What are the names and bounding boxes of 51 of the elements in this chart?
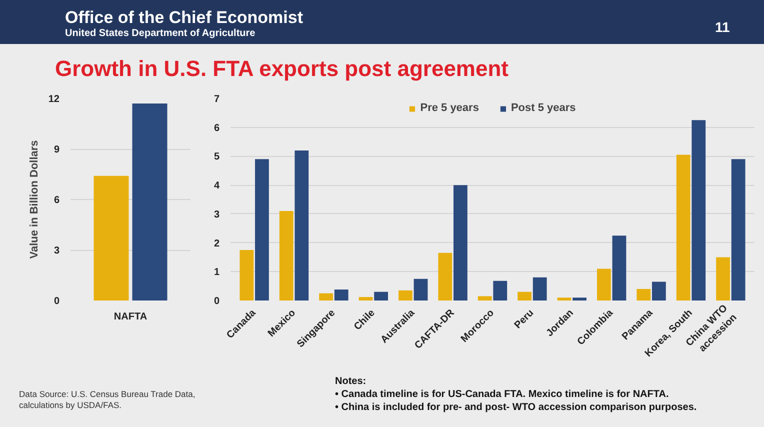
bar [319, 293, 334, 300]
bar [294, 150, 309, 300]
bar [731, 159, 746, 300]
bar [414, 278, 428, 300]
bar [612, 236, 626, 300]
bar [334, 290, 348, 300]
source-note: Data Source: U.S. Census Bureau Trade Data, calculations by USDA/FAS. [19, 389, 196, 411]
y-tick-label: 0 [54, 296, 60, 307]
bar [438, 252, 452, 300]
bar [692, 120, 706, 300]
text: 11 [715, 18, 730, 37]
bar [597, 268, 611, 300]
y-tick-label: 0 [214, 296, 220, 307]
bar [358, 297, 373, 300]
legend-label: Post 5 years [510, 102, 576, 114]
bar [572, 298, 586, 300]
text: • Canada timeline is for US-Canada FTA. Mexico timeline is for NAFTA. [335, 389, 669, 400]
y-tick-label: 2 [214, 238, 220, 250]
bar [398, 290, 412, 300]
text: • China is included for pre- and post- WTO accession comparison purposes. [335, 402, 697, 413]
text: Notes: [335, 376, 366, 387]
bar [493, 280, 508, 300]
y-tick-label: 4 [214, 180, 220, 192]
bar [255, 159, 269, 300]
bar [652, 282, 666, 300]
y-tick-label: 1 [214, 267, 220, 278]
bar [478, 296, 492, 300]
bar [279, 211, 294, 300]
bar [454, 185, 468, 300]
text: Growth in U.S. FTA exports post agreement [55, 55, 508, 83]
chart-subtitle: Office of the Chief Economist [65, 8, 304, 27]
text: United States Department of Agriculture [65, 27, 256, 41]
y-tick-label: 5 [214, 152, 220, 163]
bar [374, 292, 388, 300]
bar [518, 292, 532, 300]
y-tick-label: 12 [48, 94, 60, 105]
y-tick-label: 3 [54, 246, 60, 256]
x-tick-label: NAFTA [114, 312, 148, 322]
y-tick-label: 7 [214, 94, 220, 105]
y-tick-label: 6 [54, 195, 60, 206]
bar [240, 250, 254, 300]
legend-label: Pre 5 years [420, 102, 479, 114]
bar [676, 154, 690, 300]
y-tick-label: 9 [54, 144, 60, 156]
y-tick-label: 6 [214, 122, 220, 134]
bar [532, 277, 547, 300]
bar [716, 257, 730, 300]
bar [557, 298, 572, 300]
y-axis-title: Value in Billion Dollars [28, 140, 40, 259]
y-tick-label: 3 [214, 209, 220, 220]
bar [636, 288, 651, 300]
